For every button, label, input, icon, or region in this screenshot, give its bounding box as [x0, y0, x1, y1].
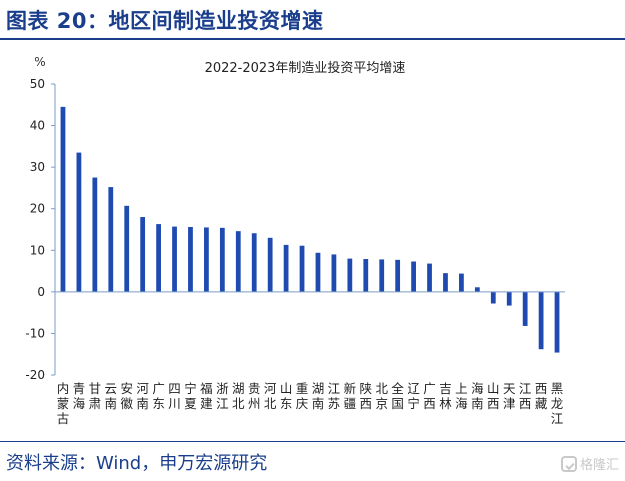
x-tick-label: 广东	[152, 381, 165, 411]
x-tick-label: 河南	[136, 381, 149, 411]
x-tick-label: 山西	[487, 381, 500, 411]
x-tick-label: 吉林	[439, 381, 452, 411]
bar	[219, 227, 225, 292]
bar	[411, 261, 416, 292]
bar	[506, 291, 512, 306]
bar	[427, 263, 432, 292]
bar	[235, 231, 241, 292]
x-tick-label: 西藏	[535, 381, 548, 411]
chart-area: 2022-2023年制造业投资平均增速 % -20 -10 0 10 20 30 40 50 …	[0, 40, 625, 440]
bar	[76, 152, 82, 292]
bar	[60, 106, 66, 292]
bar	[443, 273, 448, 292]
bar	[204, 227, 209, 292]
x-tick-label: 湖南	[312, 381, 325, 411]
bar	[347, 258, 353, 292]
bar	[490, 291, 496, 304]
x-tick-label: 广西	[423, 381, 436, 411]
bar	[299, 245, 305, 292]
bar	[172, 226, 177, 292]
source-note: 资料来源：Wind，申万宏源研究	[6, 453, 268, 474]
y-tick-label: -10	[25, 326, 45, 340]
x-tick-label: 山东	[280, 381, 293, 411]
header-divider	[0, 38, 625, 40]
bar	[140, 217, 146, 292]
bar	[363, 259, 369, 292]
x-tick-label: 河北	[264, 381, 277, 411]
bar	[92, 177, 98, 292]
x-tick-label: 辽宁	[407, 381, 420, 411]
x-tick-label: 青海	[73, 381, 86, 411]
x-tick-label: 陕西	[360, 381, 373, 411]
y-tick-label: 40	[30, 119, 45, 133]
x-tick-label: 新疆	[344, 381, 357, 411]
x-tick-label: 福建	[200, 381, 213, 411]
bar	[108, 187, 114, 292]
x-tick-label: 黑龙江	[551, 381, 564, 426]
x-tick-label: 贵州	[248, 381, 261, 411]
x-tick-label: 海南	[471, 381, 484, 411]
bar-chart: 2022-2023年制造业投资平均增速 % -20-1001020304050 …	[25, 55, 565, 426]
bar-series	[60, 106, 560, 353]
y-tick-label: 30	[30, 160, 45, 174]
bar	[395, 259, 401, 292]
bar	[124, 205, 130, 292]
footer-divider	[0, 441, 625, 442]
bar	[522, 291, 528, 326]
y-tick-label: 0	[37, 285, 45, 299]
bar	[379, 259, 385, 292]
chart-title: 2022-2023年制造业投资平均增速	[205, 60, 406, 76]
x-tick-label: 浙江	[216, 381, 229, 411]
bar	[251, 233, 257, 292]
y-tick-label: 20	[30, 202, 45, 216]
bar	[267, 237, 273, 292]
y-axis-unit-label: %	[34, 55, 45, 69]
x-tick-label: 重庆	[296, 381, 309, 411]
bar	[156, 224, 161, 292]
bar	[474, 287, 480, 292]
x-tick-label: 四川	[168, 381, 181, 411]
bar	[283, 244, 289, 292]
x-tick-label: 全国	[391, 381, 404, 411]
bar	[315, 252, 321, 292]
x-tick-label: 甘肃	[89, 381, 102, 411]
y-tick-label: 10	[30, 243, 45, 257]
y-tick-label: -20	[25, 368, 45, 382]
x-tick-label: 云南	[105, 381, 118, 411]
header: 图表 20：地区间制造业投资增速	[0, 0, 625, 40]
y-axis: -20 -10 0 10 20 30 40 50	[25, 77, 56, 382]
x-tick-label: 内蒙古	[57, 381, 70, 426]
watermark: 格隆汇	[560, 454, 619, 473]
x-tick-label: 宁夏	[184, 381, 197, 411]
x-tick-label: 北京	[375, 381, 388, 411]
x-axis: 内蒙古青海甘肃云南安徽河南广东四川宁夏福建浙江湖北贵州河北山东重庆湖南江苏新疆陕…	[55, 291, 565, 426]
watermark-text: 格隆汇	[579, 458, 619, 473]
bar	[331, 254, 337, 292]
bar	[459, 273, 464, 292]
x-tick-label: 湖北	[232, 381, 245, 411]
x-tick-label: 天津	[503, 381, 516, 411]
x-tick-label: 上海	[455, 381, 468, 411]
bar	[538, 291, 544, 350]
gelonghui-logo-icon	[560, 455, 577, 472]
bar	[554, 291, 560, 353]
x-tick-label: 江西	[519, 381, 532, 411]
x-tick-label: 江苏	[328, 381, 341, 411]
x-tick-label: 安徽	[120, 381, 133, 411]
bar	[188, 227, 193, 292]
page-title: 图表 20：地区间制造业投资增速	[6, 9, 324, 33]
y-tick-label: 50	[30, 77, 45, 91]
